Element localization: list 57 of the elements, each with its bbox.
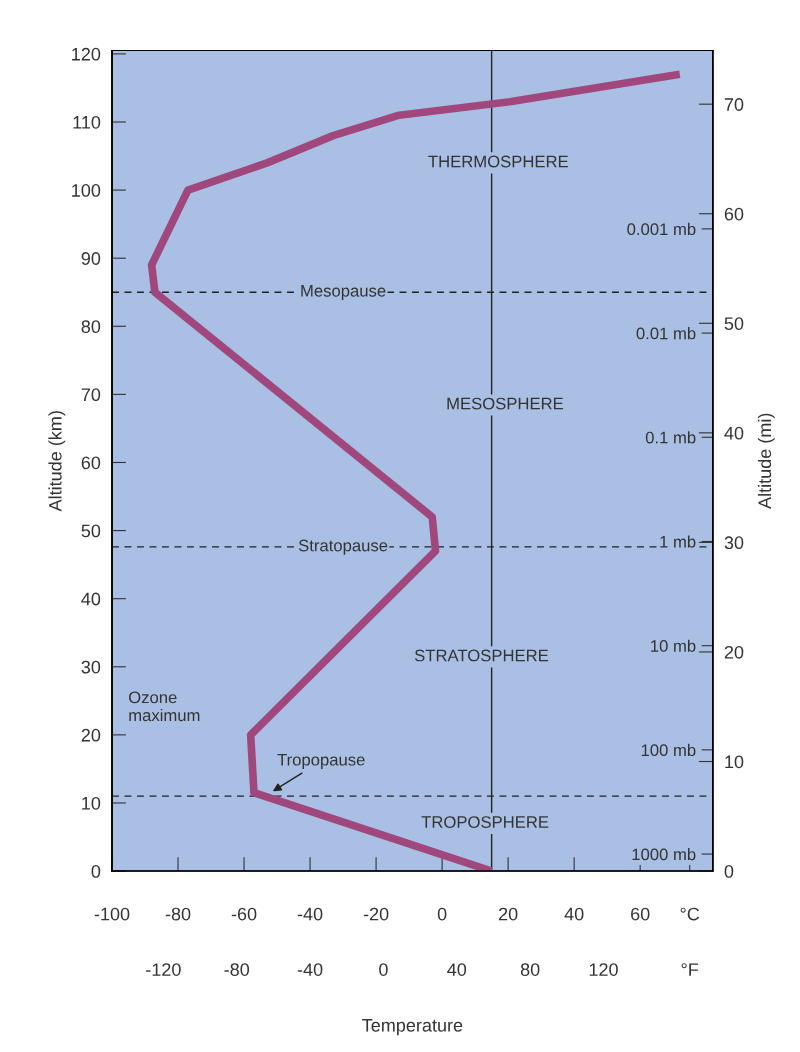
x-tick-label: 40 <box>564 907 584 921</box>
y2-axis-title: Altitude (mi) <box>757 413 775 509</box>
x2-tick-label: 80 <box>520 963 540 976</box>
x2-tick-label: -120 <box>146 963 181 976</box>
x-axis-title: Temperature <box>362 1019 463 1036</box>
y-tick-label: 120 <box>72 47 101 61</box>
x2-tick-label: 0 <box>379 963 388 976</box>
y-tick-label: 90 <box>81 252 101 265</box>
y-tick-label: 0 <box>91 864 101 878</box>
annotation: MESOSPHERE <box>447 397 564 410</box>
y3-tick-label: 0.001 mb <box>627 222 696 236</box>
y2-tick-label: 60 <box>724 207 744 221</box>
x-tick-label: 0 <box>437 907 447 921</box>
x-tick-label: 60 <box>631 907 650 921</box>
y-tick-label: 30 <box>81 660 101 674</box>
y3-tick-label: 0.1 mb <box>645 431 696 444</box>
y-tick-label: 10 <box>82 796 101 810</box>
x-tick-label: -20 <box>363 907 389 921</box>
x-tick-label: 20 <box>499 907 518 921</box>
x-tick-label: -40 <box>297 907 323 921</box>
y-tick-label: 50 <box>81 524 101 538</box>
y-tick-label: 100 <box>72 184 101 197</box>
y2-tick-label: 0 <box>724 864 734 878</box>
x-tick-label: °C <box>680 907 700 921</box>
y-tick-label: 110 <box>73 115 101 129</box>
x-tick-label: -80 <box>165 907 191 921</box>
y2-tick-label: 30 <box>724 536 744 550</box>
y2-tick-label: 40 <box>724 426 744 440</box>
annotation: Tropopause <box>277 753 365 769</box>
y2-tick-label: 20 <box>724 645 744 659</box>
y-tick-label: 80 <box>81 320 101 334</box>
annotation: Ozone maximum <box>129 691 200 722</box>
annotation: STRATOSPHERE <box>414 649 549 662</box>
y2-tick-label: 70 <box>724 98 744 111</box>
y-tick-label: 60 <box>81 456 101 470</box>
x-tick-label: -60 <box>231 907 257 921</box>
x2-tick-label: -40 <box>297 963 323 976</box>
y3-tick-label: 1000 mb <box>632 848 696 861</box>
x2-tick-label: -80 <box>224 963 250 976</box>
x2-tick-label: 120 <box>589 963 618 976</box>
annotation: TROPOSPHERE <box>421 816 549 828</box>
y-tick-label: 20 <box>81 728 101 742</box>
annotation: THERMOSPHERE <box>428 155 568 168</box>
x2-tick-label: 40 <box>447 963 467 976</box>
y3-tick-label: 1 mb <box>660 535 696 548</box>
y3-tick-label: 10 mb <box>651 639 696 652</box>
y-tick-label: 70 <box>81 388 101 402</box>
y3-tick-label: 100 mb <box>641 743 696 757</box>
y3-tick-label: 0.01 mb <box>636 327 696 340</box>
ref-line-label: Mesopause <box>301 285 386 301</box>
y2-tick-label: 50 <box>724 317 744 331</box>
x2-tick-label: °F <box>681 963 699 976</box>
x-tick-label: -100 <box>94 907 130 921</box>
y2-tick-label: 10 <box>725 755 744 769</box>
y-tick-label: 40 <box>81 592 101 606</box>
ref-line-label: Stratopause <box>298 539 388 555</box>
y-axis-title: Altitude (km) <box>48 411 66 512</box>
